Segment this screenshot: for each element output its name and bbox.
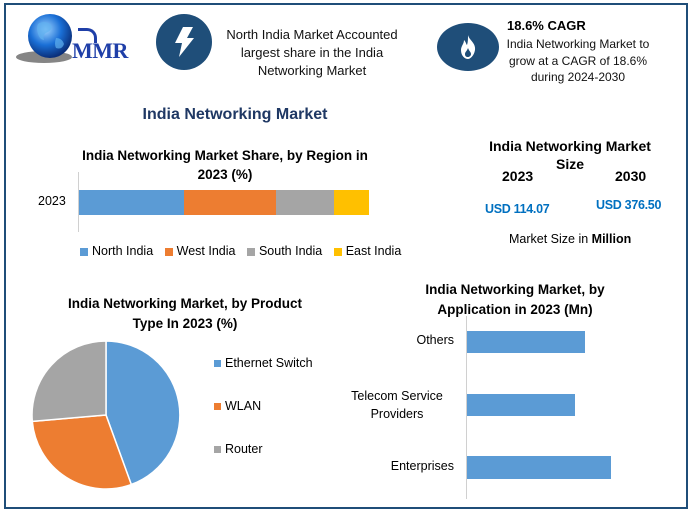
legend-swatch-east-india — [333, 247, 342, 256]
bar-segment-east-india — [334, 190, 369, 215]
region-chart-category-label: 2023 — [38, 194, 66, 208]
highlight-north-india: North India Market Accounted largest sha… — [214, 26, 410, 80]
application-chart-title: India Networking Market, by Application … — [395, 280, 635, 320]
infographic-frame — [4, 3, 688, 509]
application-label-telecom-line-2: Providers — [370, 407, 424, 421]
region-chart-axis — [78, 172, 79, 232]
legend-item-north-india: North India — [80, 244, 153, 258]
application-chart-title-line-1: India Networking Market, by — [425, 282, 605, 297]
region-stacked-bar — [79, 190, 369, 215]
product-chart-title-line-2: Type In 2023 (%) — [132, 316, 238, 331]
market-size-value-2023: USD 114.07 — [485, 202, 550, 216]
region-chart-legend: North India West India South India East … — [80, 244, 401, 258]
application-bar-telecom — [467, 394, 575, 416]
globe-logo-icon — [16, 14, 72, 63]
highlight-2-line-1: India Networking Market to — [506, 37, 650, 51]
application-label-telecom: Telecom Service Providers — [340, 387, 454, 423]
product-pie-chart — [31, 340, 181, 490]
lightning-icon — [175, 27, 194, 57]
pie-slice-wlan — [31, 414, 133, 490]
legend-item-west-india: West India — [164, 244, 236, 258]
region-chart-title-line-1: India Networking Market Share, by Region… — [82, 148, 368, 163]
highlight-cagr-text: India Networking Market to grow at a CAG… — [500, 36, 656, 86]
legend-swatch-south-india — [246, 247, 255, 256]
legend-item-east-india: East India — [333, 244, 402, 258]
application-chart-title-line-2: Application in 2023 (Mn) — [437, 302, 593, 317]
flame-icon — [461, 35, 476, 59]
highlight-cagr-title: 18.6% CAGR — [507, 18, 586, 33]
region-chart-title: India Networking Market Share, by Region… — [60, 146, 390, 184]
legend-swatch-west-india — [164, 247, 173, 256]
brand-logo: MMR — [12, 10, 142, 70]
highlight-2-line-2: grow at a CAGR of 18.6% — [508, 53, 648, 68]
highlight-1-line-2: largest share in the India — [240, 45, 384, 60]
application-label-others: Others — [416, 333, 454, 347]
application-bar-others — [467, 331, 585, 353]
legend-label-wlan: WLAN — [225, 399, 262, 413]
region-chart-title-line-2: 2023 (%) — [197, 167, 253, 182]
legend-swatch-ethernet-switch — [214, 360, 221, 368]
legend-item-ethernet-switch: Ethernet Switch — [214, 356, 313, 399]
legend-label-north-india: North India — [92, 244, 154, 258]
legend-item-south-india: South India — [246, 244, 323, 258]
legend-label-west-india: West India — [176, 244, 236, 258]
page-title: India Networking Market — [142, 106, 328, 123]
pie-slice-router — [31, 340, 107, 423]
lightning-icon-badge — [156, 14, 212, 70]
flame-icon-badge — [437, 23, 499, 71]
legend-label-east-india: East India — [345, 244, 402, 258]
market-size-note-unit: Million — [591, 232, 632, 246]
highlight-1-line-1: North India Market Accounted — [226, 27, 398, 42]
product-chart-title: India Networking Market, by Product Type… — [40, 294, 330, 334]
application-chart-axis — [466, 316, 467, 499]
market-size-value-2030: USD 376.50 — [596, 198, 662, 212]
application-label-enterprises: Enterprises — [390, 459, 454, 473]
highlight-1-line-3: Networking Market — [257, 63, 367, 78]
market-size-year-2030: 2030 — [615, 168, 647, 184]
product-chart-legend: Ethernet Switch WLAN Router — [214, 356, 313, 456]
legend-label-south-india: South India — [258, 244, 323, 258]
legend-swatch-north-india — [80, 247, 88, 256]
application-bar-enterprises — [467, 456, 611, 479]
product-chart-title-line-1: India Networking Market, by Product — [67, 296, 303, 311]
market-size-note-prefix: Market Size in — [509, 232, 592, 246]
highlight-2-line-3: during 2024-2030 — [530, 70, 626, 84]
legend-item-router: Router — [214, 442, 313, 456]
application-label-telecom-line-1: Telecom Service — [351, 389, 443, 403]
legend-label-ethernet-switch: Ethernet Switch — [225, 356, 313, 370]
legend-swatch-router — [214, 446, 221, 454]
bar-segment-south-india — [276, 190, 334, 215]
market-size-title-line-2: Size — [555, 156, 584, 172]
market-size-title-line-1: India Networking Market — [489, 138, 651, 154]
market-size-year-2023: 2023 — [502, 168, 534, 184]
bar-segment-west-india — [184, 190, 276, 215]
market-size-title: India Networking Market Size — [470, 136, 670, 174]
legend-swatch-wlan — [214, 403, 221, 411]
legend-item-wlan: WLAN — [214, 399, 313, 442]
legend-label-router: Router — [225, 442, 263, 456]
market-size-note: Market Size in Million — [509, 232, 631, 246]
bar-segment-north-india — [79, 190, 184, 215]
pie-slice-ethernet-switch — [105, 340, 181, 486]
brand-swoosh — [78, 28, 97, 43]
